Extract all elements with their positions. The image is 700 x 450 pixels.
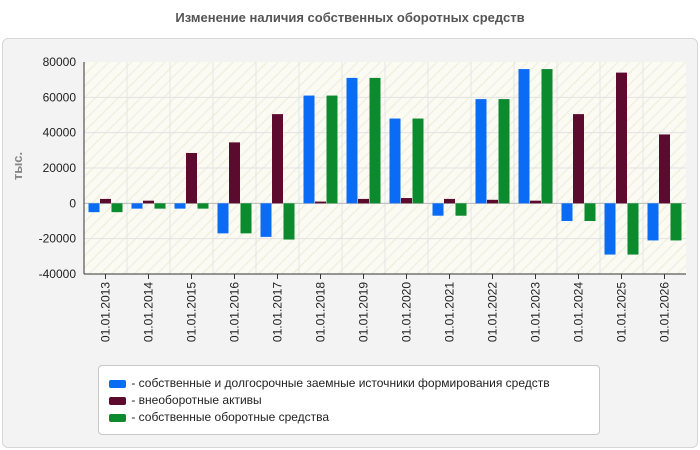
x-tick-label: 01.01.2026: [658, 282, 672, 342]
x-tick-label: 01.01.2014: [142, 282, 156, 342]
bar: [647, 203, 659, 241]
legend-label-working-capital: - собственные оборотные средства: [131, 410, 330, 424]
bar: [604, 203, 616, 255]
x-tick-label: 01.01.2022: [486, 282, 500, 342]
bar: [627, 203, 639, 255]
bar: [111, 203, 123, 213]
bar: [401, 198, 412, 204]
bar: [186, 152, 197, 204]
legend: - собственные и долгосрочные заемные ист…: [98, 365, 600, 435]
legend-label-sources: - собственные и долгосрочные заемные ист…: [131, 376, 550, 390]
y-tick-label: 80000: [43, 55, 77, 69]
bar: [389, 118, 401, 204]
bar: [283, 203, 295, 240]
bar: [272, 114, 283, 204]
x-tick-label: 01.01.2023: [529, 282, 543, 342]
bar: [197, 203, 209, 209]
y-tick-label: 60000: [43, 90, 77, 104]
bar: [487, 199, 498, 204]
bar: [174, 203, 186, 209]
x-tick-label: 01.01.2021: [443, 282, 457, 342]
bar: [315, 201, 326, 204]
x-tick-label: 01.01.2016: [228, 282, 242, 342]
y-axis-label: тыс.: [10, 152, 25, 180]
x-tick-label: 01.01.2025: [615, 282, 629, 342]
bar: [432, 203, 444, 216]
y-tick-label: 20000: [43, 161, 77, 175]
bar: [498, 99, 510, 204]
y-tick-label: -20000: [39, 232, 77, 246]
y-tick-label: 0: [69, 196, 76, 210]
bar: [88, 203, 100, 213]
bar: [455, 203, 467, 216]
x-tick-label: 01.01.2017: [271, 282, 285, 342]
bar: [229, 142, 240, 204]
bar: [561, 203, 573, 221]
bar: [584, 203, 596, 221]
bar: [154, 203, 166, 209]
legend-label-noncurrent-assets: - внеоборотные активы: [131, 393, 262, 407]
bar: [412, 118, 424, 204]
x-tick-label: 01.01.2019: [357, 282, 371, 342]
x-tick-label: 01.01.2018: [314, 282, 328, 342]
bar: [475, 99, 487, 204]
y-tick-label: -40000: [39, 267, 77, 281]
y-tick-label: 40000: [43, 126, 77, 140]
legend-swatch-sources: [109, 379, 126, 388]
bar: [444, 198, 455, 204]
x-tick-label: 01.01.2024: [572, 282, 586, 342]
chart-title: Изменение наличия собственных оборотных …: [175, 10, 525, 25]
x-tick-label: 01.01.2013: [99, 282, 113, 342]
bar: [616, 72, 627, 204]
legend-item-working-capital: - собственные оборотные средства: [109, 409, 329, 425]
bar: [659, 134, 670, 204]
bar: [303, 95, 315, 204]
x-tick-label: 01.01.2020: [400, 282, 414, 342]
legend-item-noncurrent-assets: - внеоборотные активы: [109, 392, 262, 408]
bar: [358, 198, 369, 204]
legend-swatch-noncurrent-assets: [109, 396, 126, 405]
x-tick-label: 01.01.2015: [185, 282, 199, 342]
bar: [541, 69, 553, 204]
bar: [326, 95, 338, 204]
bar: [530, 200, 541, 204]
bar: [240, 203, 252, 234]
bar: [260, 203, 272, 237]
legend-item-sources: - собственные и долгосрочные заемные ист…: [109, 375, 550, 391]
bar: [518, 69, 530, 204]
bar: [346, 77, 358, 204]
bar: [573, 114, 584, 204]
bar: [131, 203, 143, 209]
bar: [217, 203, 229, 234]
bar: [143, 200, 154, 204]
bar: [369, 77, 381, 204]
bar: [100, 198, 111, 204]
legend-swatch-working-capital: [109, 413, 126, 422]
bar: [670, 203, 682, 241]
